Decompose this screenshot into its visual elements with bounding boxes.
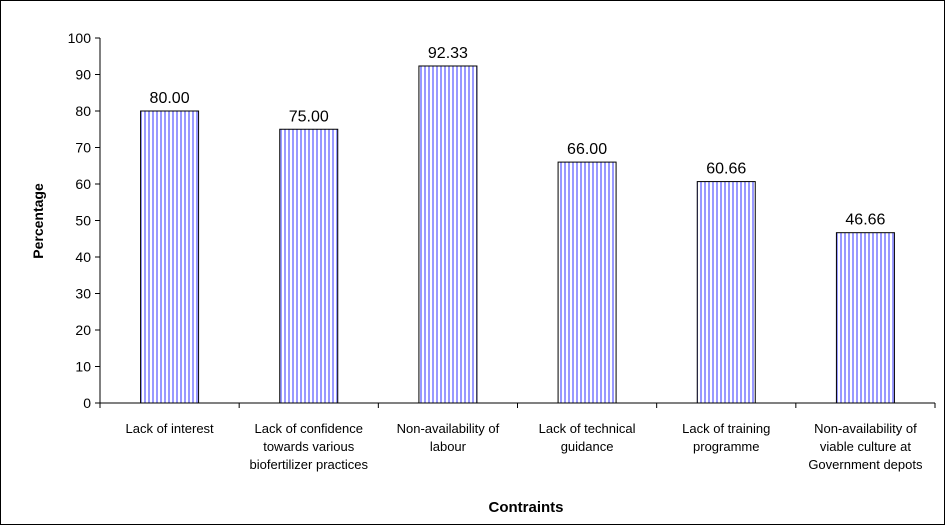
- data-label: 46.66: [845, 212, 885, 229]
- data-label: 92.33: [428, 45, 468, 62]
- bars: [140, 65, 895, 404]
- x-tick-label: viable culture at: [820, 439, 911, 454]
- x-tick-label: Lack of interest: [126, 421, 215, 436]
- data-label: 75.00: [289, 108, 329, 125]
- x-tick-label: biofertilizer practices: [250, 457, 369, 472]
- bar: [279, 128, 339, 404]
- data-labels: 80.00 75.00 92.33 66.00 60.66 46.66: [150, 45, 886, 229]
- x-tick-label: Non-availability of: [814, 421, 917, 436]
- y-tick-label: 80: [75, 103, 91, 119]
- bar: [835, 232, 895, 404]
- y-tick-label: 30: [75, 286, 91, 302]
- y-tick-label: 10: [75, 359, 91, 375]
- x-tick-label: programme: [693, 439, 759, 454]
- x-tick-label: guidance: [561, 439, 614, 454]
- x-tick-label: Lack of confidence: [255, 421, 363, 436]
- data-label: 80.00: [150, 90, 190, 107]
- x-tick-label: towards various: [263, 439, 355, 454]
- y-tick-label: 0: [83, 395, 91, 411]
- category-labels: Lack of interest Lack of confidence toward…: [126, 421, 923, 472]
- x-tick-label: Non-availability of: [397, 421, 500, 436]
- bar: [418, 65, 478, 404]
- x-tick-label: Lack of training: [682, 421, 770, 436]
- y-axis-title: Percentage: [30, 183, 46, 259]
- x-tick-label: Lack of technical: [539, 421, 636, 436]
- bar: [696, 181, 756, 404]
- data-label: 60.66: [706, 161, 746, 178]
- x-axis-title: Contraints: [489, 499, 564, 516]
- y-tick-label: 60: [75, 176, 91, 192]
- bar: [557, 161, 617, 404]
- y-tick-label: 100: [68, 30, 92, 46]
- data-label: 66.00: [567, 141, 607, 158]
- x-axis: [99, 402, 936, 408]
- y-tick-label: 40: [75, 249, 91, 265]
- y-tick-label: 70: [75, 140, 91, 156]
- y-tick-label: 90: [75, 67, 91, 83]
- bar: [140, 110, 200, 404]
- x-tick-label: Government depots: [808, 457, 923, 472]
- y-tick-label: 20: [75, 322, 91, 338]
- y-tick-label: 50: [75, 213, 91, 229]
- y-axis: 0 10 20 30 40 50 60 70 80 90 100: [68, 30, 101, 411]
- x-tick-label: labour: [430, 439, 467, 454]
